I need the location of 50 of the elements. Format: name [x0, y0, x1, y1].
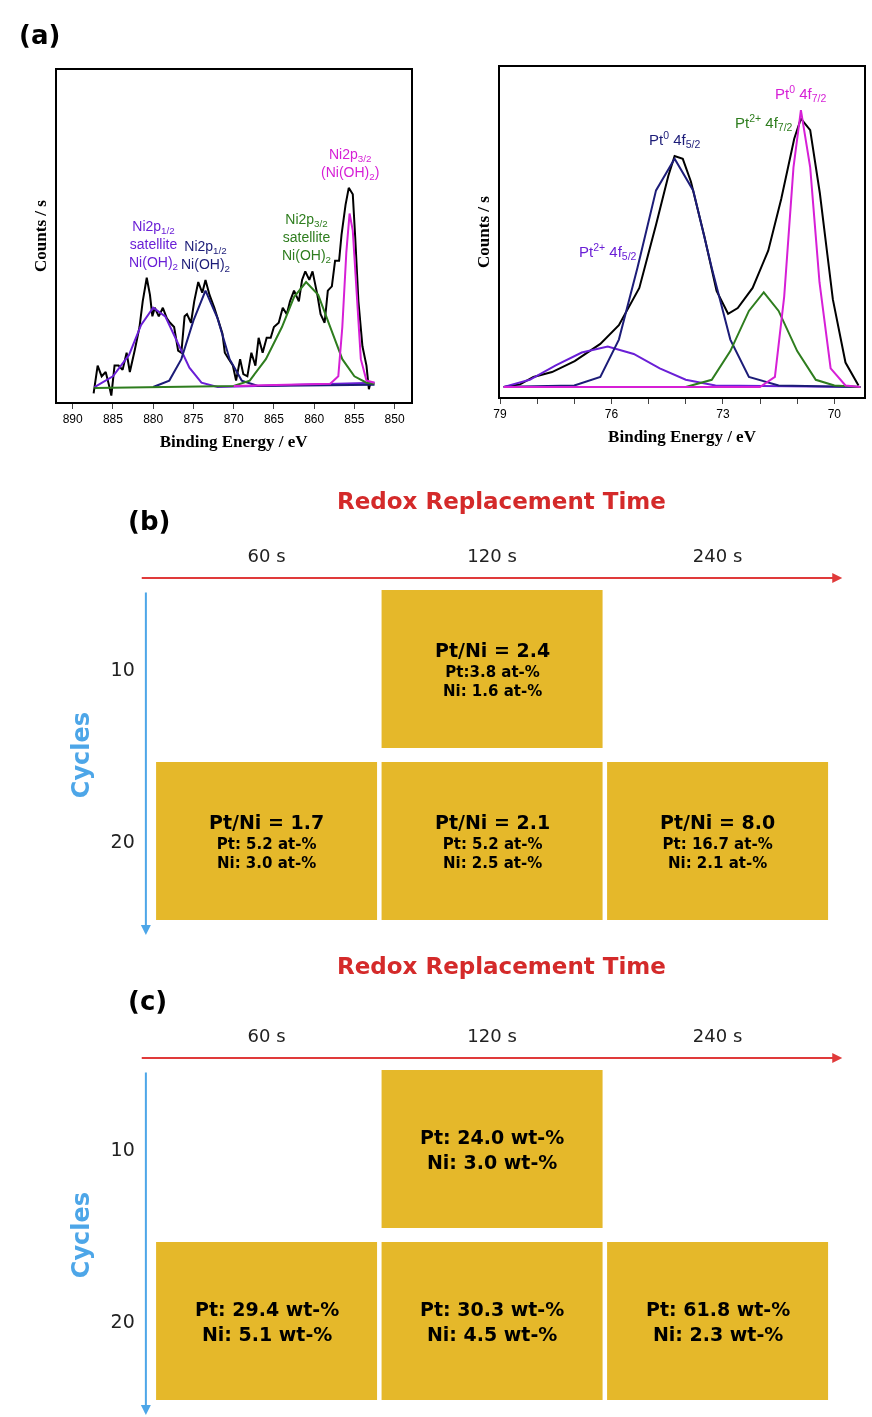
y-axis-title: Counts / s	[474, 195, 494, 268]
category-label: 20	[110, 829, 135, 852]
text: Redox Replacement Time	[337, 488, 666, 514]
text: Cycles	[66, 711, 95, 799]
x-tick-label: 850	[384, 412, 405, 427]
text: Pt/Ni = 8.0 Pt: 16.7 at-% Ni: 2.1 at-%	[660, 811, 776, 872]
text: (c)	[128, 986, 168, 1016]
x-tick-label: 79	[493, 407, 507, 422]
text: Pt$^{2+}$ 4f$_{7/2}$	[735, 112, 793, 134]
text: Pt/Ni = 2.1 Pt: 5.2 at-% Ni: 2.5 at-%	[435, 811, 551, 872]
text: Pt/Ni = 2.4 Pt:3.8 at-% Ni: 1.6 at-%	[435, 639, 551, 700]
x-tick-label: 880	[143, 412, 164, 427]
x-tick-label: 865	[263, 412, 285, 427]
series-label: Pt$^{0}$ 4f$_{5/2}$	[649, 129, 701, 151]
text: Ni2p$_{1/2}$ Ni(OH)$_{2}$	[181, 238, 230, 275]
series-label: Pt$^{0}$ 4f$_{7/2}$	[775, 83, 827, 105]
x-tick-label: 70	[827, 407, 842, 422]
category-label: 240 s	[692, 545, 743, 567]
x-tick-label: 855	[344, 412, 365, 427]
y-axis-title: Counts / s	[30, 199, 50, 272]
text: Redox Replacement Time	[337, 953, 666, 979]
category-label: 10	[110, 657, 135, 680]
x-axis-title: Binding Energy / eV	[608, 427, 757, 447]
text: (a)	[19, 20, 61, 50]
x-tick-label: 875	[183, 412, 204, 427]
category-label: 60 s	[247, 545, 286, 567]
text: Pt: 29.4 wt-% Ni: 5.1 wt-%	[195, 1298, 340, 1345]
x-tick-label: 73	[716, 407, 730, 422]
text: Pt: 24.0 wt-% Ni: 3.0 wt-%	[420, 1126, 565, 1173]
text: Pt/Ni = 1.7 Pt: 5.2 at-% Ni: 3.0 at-%	[209, 811, 325, 872]
text: Cycles	[66, 1191, 95, 1279]
text: Ni2p$_{1/2}$ satellite Ni(OH)$_{2}$	[129, 218, 178, 273]
x-tick-label: 76	[604, 407, 619, 422]
x-tick-label: 885	[102, 412, 124, 427]
x-axis-title: Binding Energy / eV	[159, 432, 309, 452]
text: (b)	[128, 506, 171, 536]
category-label: 60 s	[247, 1025, 286, 1047]
text: Ni2p$_{3/2}$ (Ni(OH)$_{2}$)	[321, 146, 380, 183]
text: Pt: 61.8 wt-% Ni: 2.3 wt-%	[646, 1298, 791, 1345]
x-tick-label: 860	[304, 412, 325, 427]
category-label: 10	[110, 1137, 135, 1160]
text: Pt: 30.3 wt-% Ni: 4.5 wt-%	[420, 1298, 565, 1345]
text: Ni2p$_{3/2}$ satellite Ni(OH)$_{2}$	[282, 211, 331, 266]
category-label: 240 s	[692, 1025, 743, 1047]
category-label: 20	[110, 1309, 135, 1332]
text: Pt$^{2+}$ 4f$_{5/2}$	[579, 241, 637, 263]
category-label: 120 s	[467, 545, 517, 567]
x-tick-label: 870	[223, 412, 244, 427]
x-tick-label: 890	[62, 412, 84, 427]
category-label: 120 s	[467, 1025, 517, 1047]
